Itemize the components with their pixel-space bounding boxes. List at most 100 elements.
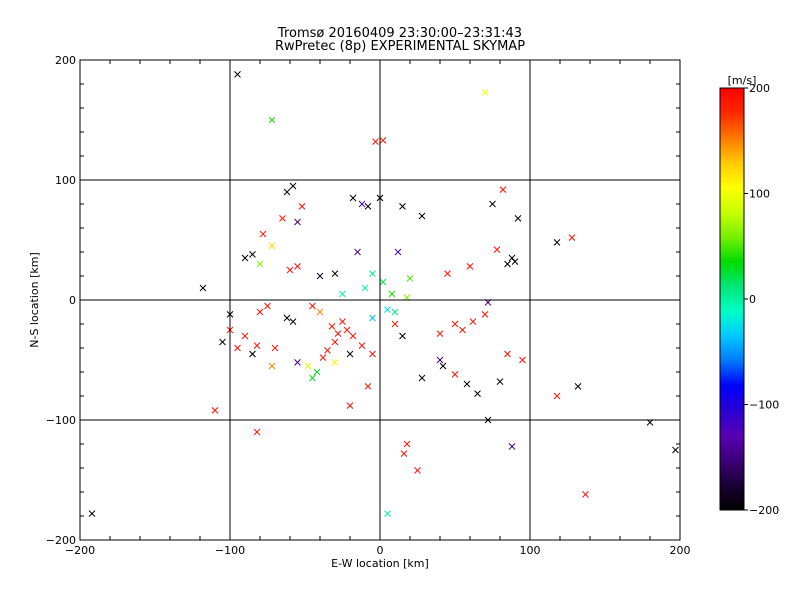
data-point-cross	[439, 362, 447, 370]
data-point-cross	[499, 186, 507, 193]
cross-stroke	[349, 194, 357, 202]
cross-stroke	[499, 186, 507, 193]
cross-stroke	[394, 248, 402, 256]
cross-stroke	[553, 392, 561, 400]
cross-stroke	[672, 446, 679, 454]
data-point-cross	[444, 270, 451, 277]
cross-stroke	[309, 374, 316, 382]
data-point-cross	[88, 510, 96, 517]
cross-stroke	[369, 314, 376, 322]
data-point-cross	[298, 203, 306, 210]
data-point-cross	[241, 254, 249, 262]
x-tick-label: −200	[65, 544, 95, 557]
cross-stroke	[481, 311, 489, 318]
data-point-cross	[339, 318, 346, 325]
cross-stroke	[418, 374, 426, 382]
data-point-cross	[504, 260, 511, 268]
data-point-cross	[271, 344, 279, 352]
data-point-cross	[574, 383, 582, 390]
colorbar-gradient	[719, 87, 745, 511]
cross-stroke	[444, 270, 451, 277]
data-point-cross	[379, 137, 387, 144]
y-tick-label: −200	[46, 534, 76, 547]
data-point-cross	[349, 194, 357, 202]
data-point-cross	[514, 215, 522, 222]
cross-stroke	[399, 332, 406, 340]
cross-stroke	[574, 383, 582, 390]
cross-stroke	[259, 230, 267, 238]
data-point-cross	[369, 314, 376, 322]
cross-stroke	[369, 350, 376, 358]
data-point-cross	[436, 356, 444, 364]
cross-stroke	[364, 383, 372, 390]
cross-stroke	[493, 246, 501, 253]
cross-stroke	[253, 342, 261, 349]
cross-stroke	[436, 330, 444, 337]
data-point-cross	[568, 234, 576, 241]
cross-stroke	[241, 254, 249, 262]
data-point-cross	[316, 272, 324, 280]
cross-stroke	[361, 284, 369, 292]
chart-title: Tromsø 20160409 23:30:00–23:31:43	[277, 26, 523, 41]
cross-stroke	[399, 203, 406, 210]
data-point-cross	[358, 342, 366, 349]
data-point-cross	[459, 326, 466, 334]
data-point-cross	[349, 332, 357, 340]
data-point-cross	[309, 302, 316, 310]
data-point-cross	[364, 383, 372, 390]
data-point-cross	[331, 338, 339, 346]
cross-stroke	[474, 390, 481, 397]
data-point-cross	[418, 212, 426, 220]
data-point-cross	[264, 302, 271, 310]
cross-stroke	[406, 275, 414, 282]
cross-stroke	[294, 359, 301, 366]
cross-stroke	[553, 239, 561, 246]
cross-stroke	[439, 362, 447, 370]
colorbar-unit-label: [m/s]	[728, 74, 757, 87]
data-point-cross	[388, 290, 396, 298]
data-point-cross	[346, 350, 354, 358]
data-point-cross	[384, 510, 391, 517]
cross-stroke	[316, 308, 324, 316]
axes-layer: −200 −100 0 100 200 −200 −100 0 100 200	[46, 54, 691, 557]
data-point-cross	[384, 306, 391, 313]
data-point-cross	[463, 380, 471, 388]
data-point-cross	[289, 318, 297, 325]
cross-stroke	[379, 137, 387, 144]
data-point-cross	[553, 239, 561, 246]
cross-stroke	[364, 203, 372, 210]
data-point-cross	[343, 326, 351, 334]
cross-stroke	[391, 320, 399, 328]
colorbar-tick-label: 200	[749, 82, 770, 95]
cross-stroke	[514, 215, 522, 222]
data-point-cross	[474, 390, 481, 397]
cross-stroke	[234, 71, 241, 78]
cross-stroke	[346, 402, 354, 409]
data-point-cross	[436, 330, 444, 337]
cross-stroke	[379, 278, 387, 286]
cross-stroke	[324, 347, 331, 354]
cross-stroke	[451, 371, 459, 378]
cross-stroke	[504, 260, 511, 268]
data-point-cross	[331, 359, 339, 366]
cross-stroke	[358, 342, 366, 349]
data-point-cross	[339, 290, 346, 298]
data-point-cross	[451, 320, 459, 328]
cross-stroke	[582, 491, 589, 498]
cross-stroke	[328, 323, 336, 330]
cross-stroke	[309, 302, 316, 310]
data-point-cross	[372, 138, 379, 145]
cross-stroke	[469, 318, 477, 325]
cross-stroke	[418, 212, 426, 220]
data-point-cross	[358, 200, 366, 208]
data-point-cross	[466, 263, 474, 270]
cross-stroke	[211, 407, 219, 414]
data-point-cross	[234, 344, 241, 352]
data-point-cross	[508, 443, 516, 450]
data-point-cross	[361, 284, 369, 292]
cross-stroke	[436, 356, 444, 364]
cross-stroke	[372, 138, 379, 145]
data-point-cross	[309, 374, 316, 382]
data-point-cross	[324, 347, 331, 354]
